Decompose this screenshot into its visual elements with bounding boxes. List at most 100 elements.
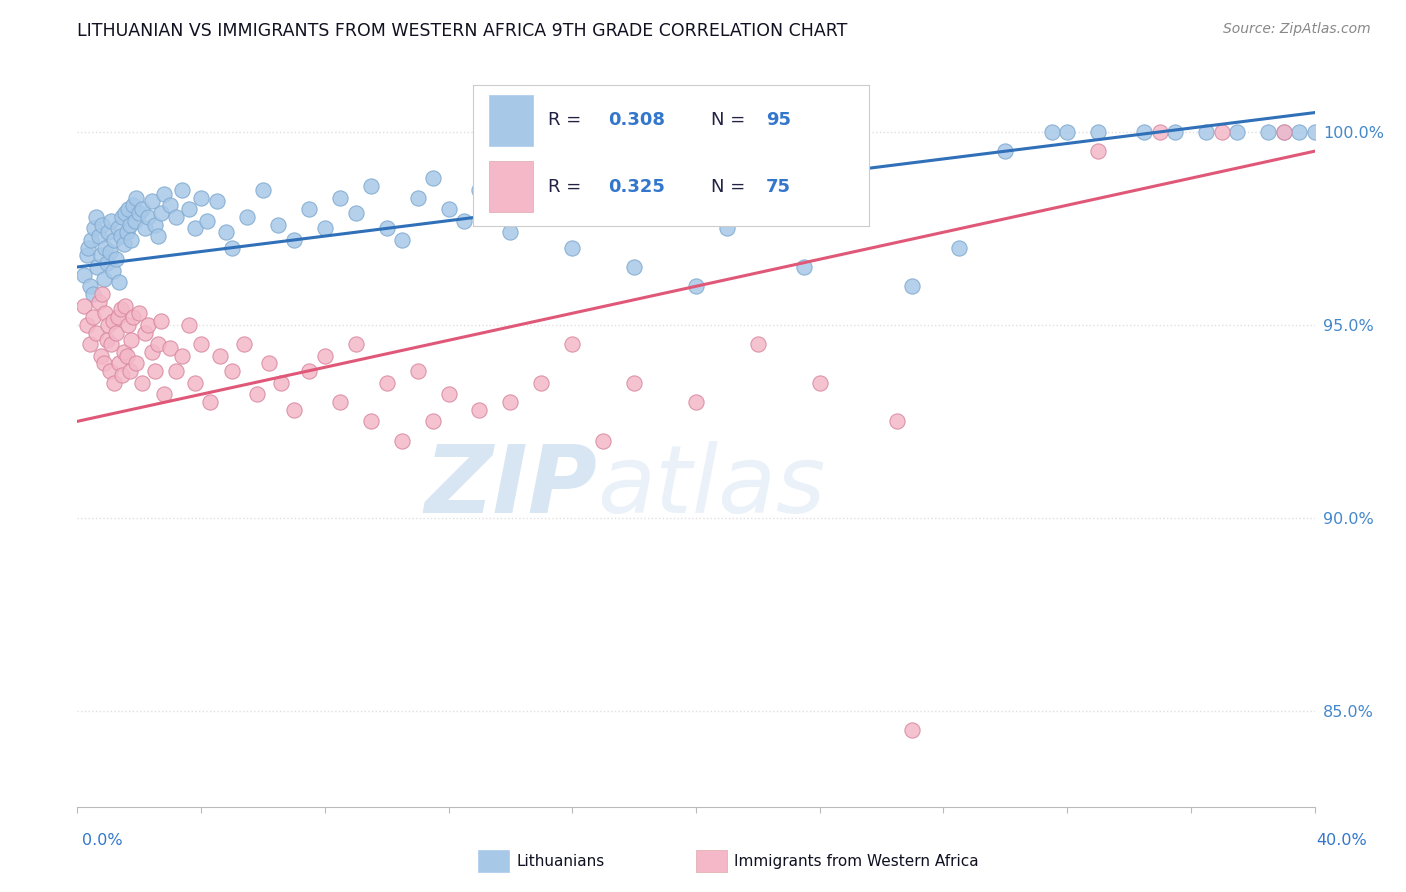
Point [208,349,231,363]
Point [453,213,475,227]
Point [391,434,413,448]
Point [190,337,212,351]
Point [623,376,645,390]
Point [79,279,101,293]
Point [134,221,156,235]
Point [422,414,444,428]
Point [1226,125,1249,139]
Point [375,376,398,390]
Point [1056,125,1078,139]
Point [329,395,352,409]
Point [94,306,117,320]
Point [108,276,131,290]
Point [839,145,862,159]
Point [233,337,256,351]
Point [107,221,129,235]
Point [375,221,398,235]
Point [87,294,110,309]
Point [100,337,122,351]
Point [146,229,169,244]
Point [530,376,553,390]
Point [112,236,135,251]
Point [131,376,153,390]
Point [1211,125,1233,139]
Point [685,279,707,293]
Text: atlas: atlas [598,442,825,533]
Point [901,723,924,737]
Point [236,210,259,224]
Point [117,318,139,332]
Point [98,244,121,259]
Point [747,210,769,224]
Point [82,310,104,325]
Point [82,287,104,301]
Point [110,229,132,244]
Text: ZIP: ZIP [425,441,598,533]
Point [128,206,150,220]
Point [84,326,107,340]
Point [200,395,222,409]
Point [93,271,115,285]
Point [1133,125,1156,139]
Point [91,218,114,232]
Point [437,387,460,401]
Point [114,206,136,220]
Point [79,337,101,351]
Point [654,163,676,178]
Point [111,210,134,224]
Point [143,364,166,378]
Point [97,318,120,332]
Point [172,349,194,363]
Point [422,171,444,186]
Point [221,364,243,378]
Point [80,233,103,247]
Point [314,221,336,235]
Point [72,268,94,282]
Point [105,326,127,340]
Point [101,264,124,278]
Point [97,225,120,239]
Point [468,183,491,197]
Point [561,241,583,255]
Point [1303,125,1326,139]
Point [184,221,207,235]
Point [84,210,107,224]
Point [138,210,160,224]
Point [100,213,122,227]
Point [437,202,460,216]
Point [128,306,150,320]
Point [1164,125,1187,139]
Point [76,318,98,332]
Point [177,318,200,332]
Point [948,241,970,255]
Point [159,198,181,212]
Point [87,229,110,244]
Point [1257,125,1279,139]
Point [901,279,924,293]
Text: Source: ZipAtlas.com: Source: ZipAtlas.com [1223,22,1371,37]
Point [190,190,212,204]
Point [808,376,831,390]
Point [1149,125,1171,139]
Point [134,326,156,340]
Point [122,310,145,325]
Point [314,349,336,363]
Point [215,225,238,239]
Point [1272,125,1295,139]
Point [793,260,815,274]
Point [592,183,614,197]
Text: Immigrants from Western Africa: Immigrants from Western Africa [734,855,979,869]
Point [561,337,583,351]
Point [125,356,148,370]
Point [994,145,1017,159]
Point [122,198,145,212]
Point [283,402,305,417]
Point [149,314,172,328]
Point [101,314,124,328]
Point [90,349,112,363]
Point [125,190,148,204]
Point [141,344,163,359]
Point [114,299,136,313]
Point [406,190,429,204]
Point [115,349,138,363]
